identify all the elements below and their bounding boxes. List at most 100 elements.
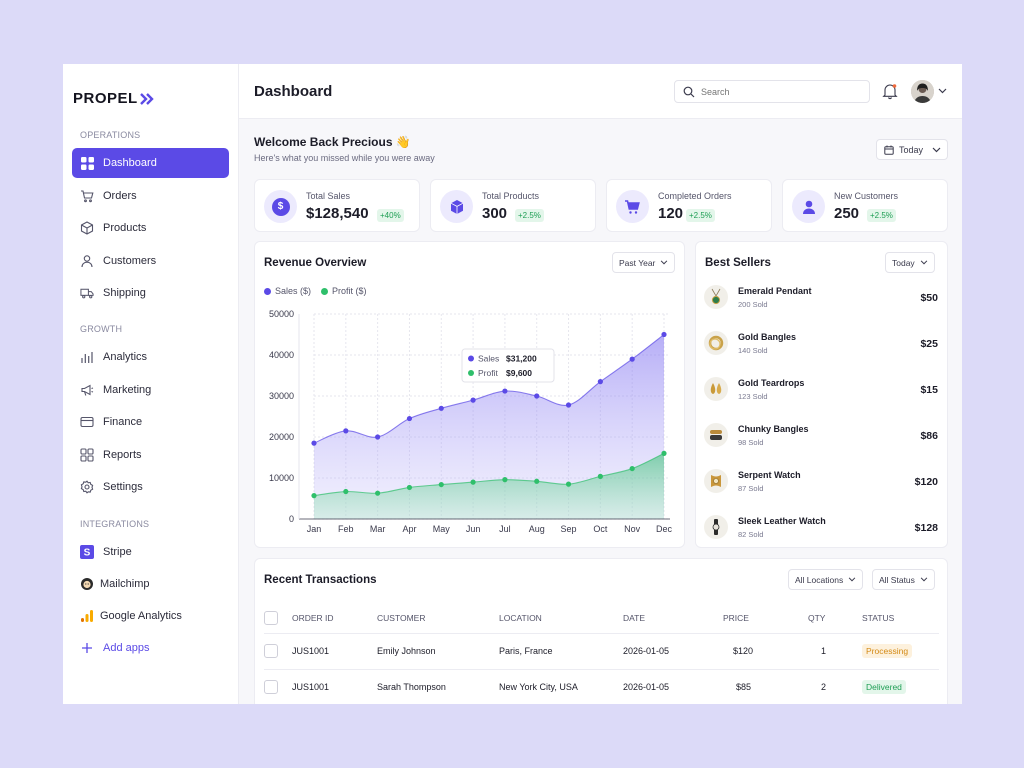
chevron-down-icon: [661, 260, 668, 265]
y-tick-label: 20000: [269, 432, 294, 442]
google-analytics-icon: [80, 609, 94, 623]
search-box[interactable]: [674, 80, 870, 103]
best-seller-item[interactable]: Emerald Pendant 200 Sold $50: [704, 283, 938, 315]
table-row[interactable]: JUS1001 Emily Johnson Paris, France 2026…: [264, 633, 939, 670]
sidebar-item-label: Marketing: [103, 384, 152, 396]
column-header-qty[interactable]: QTY: [808, 603, 862, 634]
profit-point: [502, 477, 508, 483]
revenue-overview-panel: Revenue Overview Past Year Sales ($) Pro…: [254, 241, 685, 548]
box-icon: [80, 221, 94, 235]
customer-cell: Emily Johnson: [377, 633, 499, 670]
qty-cell: 2: [808, 669, 862, 704]
reports-icon: [80, 448, 94, 462]
section-label-operations: OPERATIONS: [80, 130, 141, 140]
stat-card-total-products[interactable]: Total Products 300 +2.5%: [430, 179, 596, 232]
chart-tooltip: Sales $31,200 Profit $9,600: [461, 348, 555, 383]
legend-item-sales[interactable]: Sales ($): [264, 286, 311, 296]
best-seller-item[interactable]: Chunky Bangles 98 Sold $86: [704, 421, 938, 453]
best-sellers-range-dropdown[interactable]: Today: [885, 252, 935, 273]
y-tick-label: 30000: [269, 391, 294, 401]
sidebar-item-customers[interactable]: Customers: [72, 246, 229, 276]
section-label-integrations: INTEGRATIONS: [80, 519, 150, 529]
revenue-range-label: Past Year: [619, 257, 656, 268]
table-row[interactable]: JUS1001 Sarah Thompson New York City, US…: [264, 669, 939, 704]
stat-card-new-customers[interactable]: New Customers 250 +2.5%: [782, 179, 948, 232]
tooltip-sales-value: $31,200: [506, 354, 537, 364]
profit-point: [534, 478, 540, 484]
sidebar-item-stripe[interactable]: S Stripe: [72, 537, 229, 567]
main-content: Dashboard Welcome Back Precious 👋 Here's…: [239, 64, 962, 704]
sidebar-item-finance[interactable]: Finance: [72, 407, 229, 437]
locations-filter-dropdown[interactable]: All Locations: [788, 569, 864, 590]
sidebar-item-marketing[interactable]: Marketing: [72, 375, 229, 405]
add-apps-label: Add apps: [103, 642, 150, 654]
sidebar-item-google-analytics[interactable]: Google Analytics: [72, 601, 229, 631]
best-seller-item[interactable]: Serpent Watch 87 Sold $120: [704, 467, 938, 499]
sidebar-item-label: Analytics: [103, 351, 148, 363]
watch-icon: [704, 515, 728, 539]
sidebar-item-mailchimp[interactable]: Mailchimp: [72, 569, 229, 599]
sidebar-item-label: Finance: [103, 416, 143, 428]
status-badge: Processing: [862, 644, 913, 658]
sidebar-item-dashboard[interactable]: Dashboard: [72, 148, 229, 178]
welcome-title: Welcome Back Precious 👋: [254, 135, 411, 149]
truck-icon: [80, 286, 94, 300]
sales-point: [629, 356, 635, 362]
sidebar-item-label: Settings: [103, 481, 143, 493]
stat-card-total-sales[interactable]: $ Total Sales $128,540 +40%: [254, 179, 420, 232]
chart-legend: Sales ($) Profit ($): [264, 286, 367, 296]
notification-bell-icon[interactable]: [881, 82, 899, 100]
row-checkbox[interactable]: [264, 680, 278, 694]
sales-point: [343, 428, 349, 434]
stat-delta-badge: +2.5%: [867, 209, 896, 222]
sidebar-item-products[interactable]: Products: [72, 213, 229, 243]
logo[interactable]: PROPEL: [73, 90, 154, 107]
sidebar-item-label: Dashboard: [103, 157, 157, 169]
cart-icon: [80, 189, 94, 203]
date-range-label: Today: [899, 144, 924, 155]
row-checkbox[interactable]: [264, 644, 278, 658]
column-header-date[interactable]: DATE: [623, 603, 723, 634]
sidebar-item-shipping[interactable]: Shipping: [72, 278, 229, 308]
status-filter-dropdown[interactable]: All Status: [872, 569, 935, 590]
user-avatar[interactable]: [911, 80, 934, 103]
revenue-range-dropdown[interactable]: Past Year: [612, 252, 676, 273]
grid-icon: [80, 156, 94, 170]
seller-sold: 98 Sold: [738, 438, 764, 447]
recent-transactions-panel: Recent Transactions All Locations All St…: [254, 558, 948, 704]
x-tick-label: Nov: [624, 524, 641, 534]
stat-card-completed-orders[interactable]: Completed Orders 120 +2.5%: [606, 179, 772, 232]
column-header-location[interactable]: LOCATION: [499, 603, 623, 634]
sales-line: [313, 334, 665, 444]
best-seller-item[interactable]: Gold Bangles 140 Sold $25: [704, 329, 938, 361]
select-all-checkbox[interactable]: [264, 610, 278, 625]
bangle-icon: [704, 331, 728, 355]
best-seller-item[interactable]: Gold Teardrops 123 Sold $15: [704, 375, 938, 407]
sales-area: [314, 334, 664, 519]
price-cell: $120: [723, 633, 808, 670]
seller-sold: 140 Sold: [738, 346, 768, 355]
date-range-dropdown[interactable]: Today: [876, 139, 948, 160]
recent-transactions-title: Recent Transactions: [264, 574, 377, 586]
column-header-order-id[interactable]: ORDER ID: [292, 603, 377, 634]
legend-label: Sales ($): [275, 286, 312, 296]
search-input[interactable]: [701, 86, 861, 97]
add-apps-button[interactable]: Add apps: [72, 633, 229, 663]
profit-point: [629, 465, 635, 472]
best-seller-item[interactable]: Sleek Leather Watch 82 Sold $128: [704, 513, 938, 545]
chevron-down-icon[interactable]: [938, 88, 947, 94]
stat-label: Total Sales: [306, 191, 351, 201]
column-header-status[interactable]: STATUS: [862, 603, 939, 634]
sidebar-item-analytics[interactable]: Analytics: [72, 342, 229, 372]
legend-item-profit[interactable]: Profit ($): [321, 286, 367, 296]
calendar-icon: [884, 145, 894, 155]
cart-icon: [616, 190, 649, 223]
sidebar-item-settings[interactable]: Settings: [72, 472, 229, 502]
y-tick-label: 10000: [269, 473, 294, 483]
location-cell: New York City, USA: [499, 669, 623, 704]
column-header-price[interactable]: PRICE: [723, 603, 808, 634]
sidebar-item-orders[interactable]: Orders: [72, 181, 229, 211]
sidebar-item-reports[interactable]: Reports: [72, 440, 229, 470]
column-header-customer[interactable]: CUSTOMER: [377, 603, 499, 634]
status-filter-label: All Status: [879, 574, 915, 585]
